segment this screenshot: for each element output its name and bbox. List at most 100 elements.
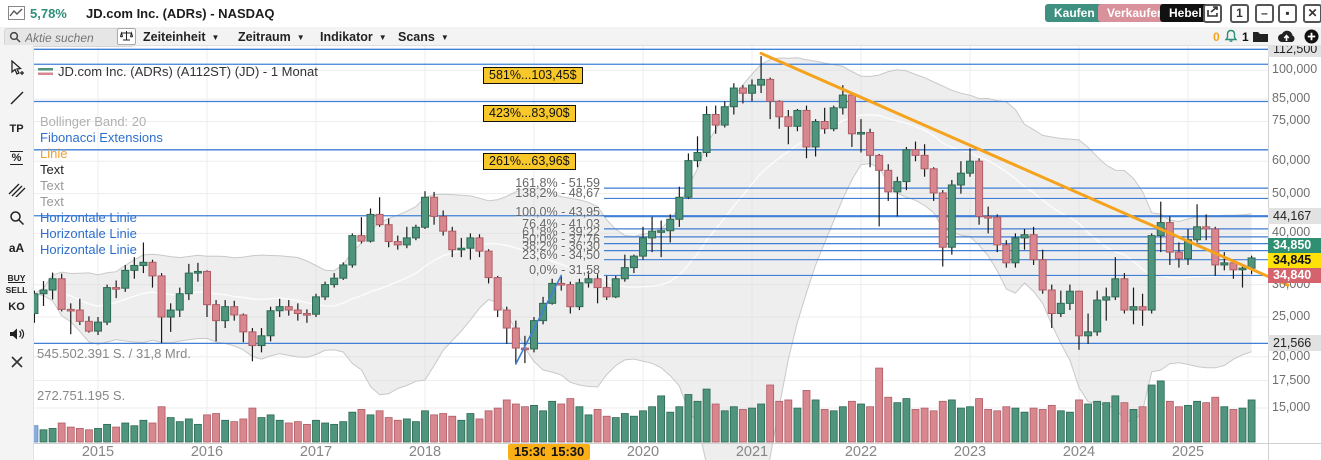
candle (1147, 235, 1156, 311)
close-panel-icon[interactable] (0, 355, 33, 379)
volume-bar (157, 406, 166, 443)
drawing-legend-item[interactable]: Horizontale Linie (40, 242, 137, 257)
indicator-legend-bollinger[interactable]: Bollinger Band: 20 (40, 114, 147, 129)
volume-bar (94, 428, 102, 443)
volume-bar (993, 410, 1002, 443)
minimize-button[interactable]: – (1255, 4, 1274, 23)
volume-bar (430, 414, 438, 443)
candle (947, 184, 956, 248)
audio-tool-icon[interactable] (0, 327, 33, 351)
buy-label: BUY (7, 273, 26, 283)
candle (856, 132, 865, 135)
share-button[interactable] (1203, 4, 1222, 23)
buy-sell-tool[interactable]: BUY SELL (0, 268, 33, 295)
horizontal-line-axis-badge: 21,566 (1268, 335, 1321, 351)
candle (902, 149, 911, 183)
drawing-legend-item[interactable]: Linie (40, 146, 68, 161)
drawing-legend-item[interactable]: Fibonacci Extensions (40, 130, 163, 145)
fibonacci-extension-badge[interactable]: 581%...103,45$ (483, 67, 583, 84)
volume-bar (1120, 402, 1129, 443)
add-widget-icon[interactable] (1304, 29, 1319, 49)
series-legend[interactable]: JD.com Inc. (ADRs) (A112ST) (JD) - 1 Mon… (38, 64, 318, 79)
chevron-down-icon: ▼ (211, 33, 220, 42)
candle (57, 278, 66, 310)
parallel-lines-tool-icon[interactable] (0, 181, 33, 205)
volume-bar (720, 410, 729, 443)
compare-scale-icon[interactable] (117, 28, 136, 45)
volume-bar (384, 417, 393, 443)
volume-bar (957, 407, 965, 443)
candle (1065, 290, 1074, 304)
cloud-upload-icon[interactable] (1277, 29, 1296, 48)
volume-bar (866, 406, 874, 443)
candle (330, 277, 339, 286)
menu-scans[interactable]: Scans ▼ (398, 30, 449, 44)
candle (584, 278, 593, 284)
folder-icon[interactable] (1252, 30, 1269, 48)
volume-bar (857, 403, 865, 443)
fibonacci-extension-badge[interactable]: 423%...83,90$ (483, 105, 576, 122)
candle (366, 213, 375, 242)
percent-tool[interactable]: % (0, 151, 33, 175)
candle (747, 84, 756, 94)
line-tool-icon[interactable] (0, 90, 33, 114)
sell-button[interactable]: Verkaufen (1098, 4, 1174, 22)
volume-bar (339, 421, 348, 443)
candle (693, 152, 702, 162)
menu-zeiteinheit[interactable]: Zeiteinheit ▼ (143, 30, 219, 44)
volume-bar (1066, 411, 1074, 443)
ko-tool[interactable]: KO (8, 301, 25, 313)
downtrend-line[interactable] (759, 51, 1290, 287)
candle (493, 277, 502, 311)
candle (702, 114, 711, 154)
chart-type-icon[interactable] (8, 6, 25, 25)
horizontal-line-axis-badge: 44,167 (1268, 208, 1321, 224)
maximize-button[interactable]: ▪ (1278, 4, 1297, 23)
session-time-badge[interactable]: 15:30 (508, 444, 554, 460)
volume-bar (593, 409, 602, 443)
candle (965, 160, 974, 174)
fibonacci-baseline[interactable] (515, 274, 563, 365)
price-axis-label: 20,000 (1272, 349, 1311, 363)
volume-bar (148, 422, 157, 443)
search-input[interactable] (4, 28, 134, 47)
zoom-tool-icon[interactable] (0, 210, 33, 234)
candle (48, 278, 57, 291)
candle (157, 275, 166, 318)
candle (956, 172, 965, 186)
buy-button[interactable]: Kaufen (1045, 4, 1104, 22)
drawing-legend-item[interactable]: Text (40, 194, 64, 209)
drawing-legend-item[interactable]: Horizontale Linie (40, 226, 137, 241)
volume-bar (530, 404, 538, 443)
pointer-tool-icon[interactable] (0, 59, 33, 84)
candle (602, 287, 611, 298)
volume-bar (1211, 396, 1220, 443)
volume-bar (1093, 400, 1102, 443)
volume-bar (639, 410, 647, 443)
drawing-legend-item[interactable]: Text (40, 162, 64, 177)
close-window-button[interactable]: ✕ (1303, 4, 1321, 23)
volume-bar (566, 398, 575, 443)
drawing-legend-item[interactable]: Horizontale Linie (40, 210, 137, 225)
menu-indikator[interactable]: Indikator ▼ (320, 30, 387, 44)
axis-separator-horizontal (33, 443, 1321, 444)
candle (375, 213, 384, 226)
session-time-badge[interactable]: 15:30 (545, 444, 591, 460)
candle (566, 284, 575, 308)
text-tool[interactable]: aA (8, 241, 25, 255)
bell-icon[interactable] (1224, 29, 1238, 48)
volume-bar (557, 403, 566, 443)
menu-zeitraum[interactable]: Zeitraum ▼ (238, 30, 305, 44)
candle (884, 169, 893, 193)
candle (1174, 251, 1183, 260)
volume-bar (439, 413, 448, 443)
candle (711, 114, 720, 126)
layout-count-button[interactable]: 1 (1230, 4, 1249, 23)
leverage-button[interactable]: Hebel (1160, 4, 1211, 22)
volume-bar (484, 410, 493, 443)
drawing-legend-item[interactable]: Text (40, 178, 64, 193)
candle (1011, 237, 1020, 264)
fibonacci-extension-badge[interactable]: 261%...63,96$ (483, 153, 576, 170)
tp-tool[interactable]: TP (9, 123, 24, 135)
volume-bar (139, 419, 148, 443)
